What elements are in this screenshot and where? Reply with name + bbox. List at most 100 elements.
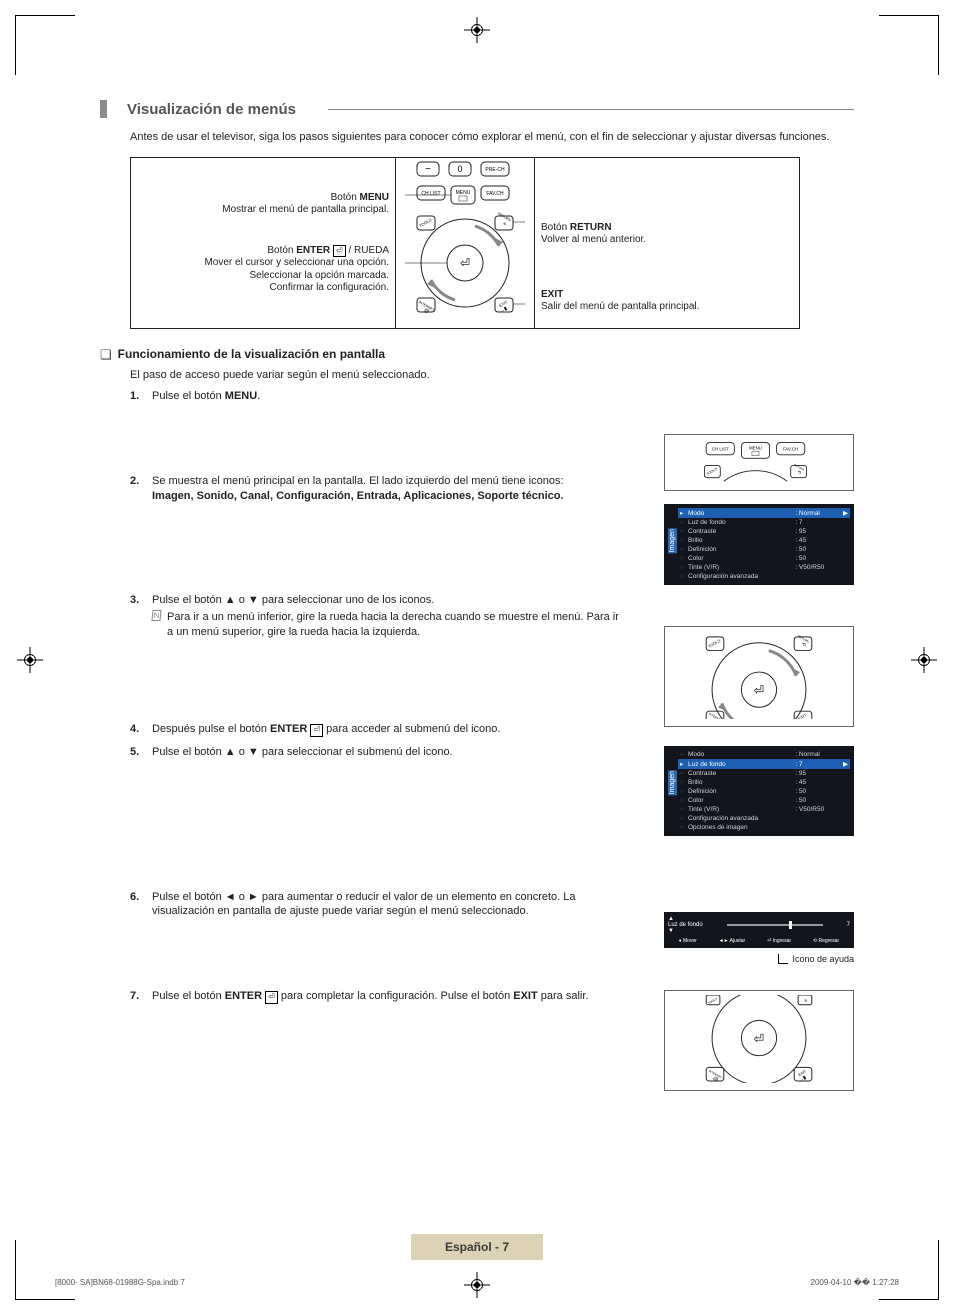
remote-right-callouts: Botón RETURN Volver al menú anterior. EX… <box>535 157 800 329</box>
step-number: 1. <box>130 389 144 404</box>
suffix: / RUEDA <box>348 245 389 256</box>
bold: MENU <box>360 192 389 203</box>
subsection-title: Funcionamiento de la visualización en pa… <box>118 347 385 361</box>
svg-text:⟲: ⟲ <box>502 221 508 227</box>
figure-slider: ▲ Luz de fondo ▼ 7 ♦ Mover ◄► Ajustar ⏎ … <box>664 912 854 964</box>
svg-text:MENU: MENU <box>749 446 762 451</box>
osd-row: ○Modo: Normal <box>678 750 850 759</box>
figure-osd-1: Imagen ▸Modo: Normal▶○Luz de fondo: 7○Co… <box>664 504 854 585</box>
callout-return: Botón RETURN Volver al menú anterior. <box>541 222 793 247</box>
osd-row: ○Definición: 50 <box>678 545 850 554</box>
wheel-svg: ⏎ TOOLS ⟲ INTERNET@ EXIT→▮ <box>669 995 849 1083</box>
slider-help-bar: ♦ Mover ◄► Ajustar ⏎ Ingresar ⟲ Regresar <box>668 938 850 944</box>
callout-menu: Botón MENU Mostrar el menú de pantalla p… <box>137 192 389 217</box>
osd-tab: Imagen <box>668 528 677 553</box>
section-title: Visualización de menús <box>127 101 296 118</box>
step-body: Se muestra el menú principal en la panta… <box>152 474 620 504</box>
step-1: 1. Pulse el botón MENU. <box>130 389 854 404</box>
svg-text:EXIT: EXIT <box>797 712 808 719</box>
remote-svg: − 0 PRE-CH CH LIST MENU FAV.CH ⏎ TOOLS <box>405 158 525 328</box>
svg-text:TOOLS: TOOLS <box>418 217 432 228</box>
step-3: 3. Pulse el botón ▲ o ▼ para seleccionar… <box>130 593 620 640</box>
svg-text:TOOLS: TOOLS <box>707 997 718 1005</box>
osd-row: ○Tinte (V/R): V50/R50 <box>678 805 850 814</box>
step-4: 4. Después pulse el botón ENTER ⏎ para a… <box>130 722 620 737</box>
desc: Salir del menú de pantalla principal. <box>541 301 699 312</box>
osd-row: ○Luz de fondo: 7 <box>678 518 850 527</box>
note-icon: N <box>151 610 161 621</box>
step-body: Pulse el botón MENU. <box>152 389 854 404</box>
svg-text:0: 0 <box>457 164 462 174</box>
step-body: Pulse el botón ▲ o ▼ para seleccionar un… <box>152 593 620 640</box>
angle-icon <box>778 954 788 964</box>
bold: EXIT <box>541 289 563 300</box>
enter-icon: ⏎ <box>265 991 278 1004</box>
desc: Mostrar el menú de pantalla principal. <box>222 204 389 215</box>
osd-row: ○Contraste: 95 <box>678 527 850 536</box>
osd-row: ○Contraste: 95 <box>678 769 850 778</box>
intro-text: Antes de usar el televisor, siga los pas… <box>130 130 854 145</box>
remote-diagram: Botón MENU Mostrar el menú de pantalla p… <box>130 157 854 329</box>
slider-value: 7 <box>847 922 850 928</box>
osd-table: ▸Modo: Normal▶○Luz de fondo: 7○Contraste… <box>678 508 850 581</box>
footer: [8000- SA]BN68-01988G-Spa.indb 7 2009-04… <box>55 1278 899 1287</box>
page: Visualización de menús Antes de usar el … <box>0 0 954 1315</box>
desc: Confirmar la configuración. <box>270 282 390 293</box>
svg-text:TOOLS: TOOLS <box>707 638 721 649</box>
rule <box>328 109 854 110</box>
step-body: Pulse el botón ◄ o ► para aumentar o red… <box>152 890 620 920</box>
step-6: 6. Pulse el botón ◄ o ► para aumentar o … <box>130 890 620 920</box>
label: Botón <box>331 192 357 203</box>
svg-text:⏎: ⏎ <box>754 1031 765 1046</box>
svg-text:FAV.CH: FAV.CH <box>486 191 504 197</box>
label: Botón <box>541 222 567 233</box>
note: N Para ir a un menú inferior, gire la ru… <box>152 610 620 640</box>
remote-graphic: − 0 PRE-CH CH LIST MENU FAV.CH ⏎ TOOLS <box>395 157 535 329</box>
svg-text:⟲: ⟲ <box>803 998 809 1004</box>
osd-row: ○Color: 50 <box>678 796 850 805</box>
osd-tab: Imagen <box>668 770 677 795</box>
bold: ENTER <box>296 245 330 256</box>
figure-osd-2: Imagen ○Modo: Normal▸Luz de fondo: 7▶○Co… <box>664 746 854 836</box>
osd-row: ○Color: 50 <box>678 554 850 563</box>
figure-remote-wheel-1: ⏎ TOOLS ⟲RETURN INTERNET EXIT <box>664 626 854 727</box>
osd-row: ○Configuración avanzada <box>678 572 850 581</box>
step-5: 5. Pulse el botón ▲ o ▼ para seleccionar… <box>130 745 620 760</box>
step-body: Después pulse el botón ENTER ⏎ para acce… <box>152 722 620 737</box>
enter-icon: ⏎ <box>333 245 346 257</box>
desc: Mover el cursor y seleccionar una opción… <box>204 257 389 268</box>
figure-remote-top: CH LIST MENU FAV.CH TOOLS ⟲RETURN <box>664 434 854 491</box>
step-number: 6. <box>130 890 144 920</box>
osd-row: ○Brillo: 45 <box>678 536 850 545</box>
svg-text:CH LIST: CH LIST <box>421 191 440 197</box>
osd-row: ○Configuración avanzada <box>678 814 850 823</box>
osd-row: ▸Luz de fondo: 7▶ <box>678 759 850 769</box>
step-number: 4. <box>130 722 144 737</box>
osd-row: ○Opciones de imagen <box>678 823 850 832</box>
desc: Volver al menú anterior. <box>541 234 646 245</box>
callout-exit: EXIT Salir del menú de pantalla principa… <box>541 289 793 314</box>
page-label: Español - 7 <box>411 1234 543 1260</box>
enter-icon: ⏎ <box>310 724 323 737</box>
arrow-down-icon: ▼ <box>668 928 703 934</box>
osd-row: ○Tinte (V/R): V50/R50 <box>678 563 850 572</box>
subsection-header: ❏ Funcionamiento de la visualización en … <box>100 347 854 363</box>
osd-row: ○Definición: 50 <box>678 787 850 796</box>
slider-thumb <box>789 921 792 929</box>
checkbox-icon: ❏ <box>100 347 112 363</box>
svg-text:INTERNET: INTERNET <box>708 712 723 719</box>
svg-text:FAV.CH: FAV.CH <box>783 446 798 451</box>
svg-text:MENU: MENU <box>456 190 471 196</box>
svg-text:PRE-CH: PRE-CH <box>485 167 505 173</box>
svg-text:CH LIST: CH LIST <box>712 446 729 451</box>
step-number: 5. <box>130 745 144 760</box>
step-body: Pulse el botón ENTER ⏎ para completar la… <box>152 989 650 1004</box>
osd-table: ○Modo: Normal▸Luz de fondo: 7▶○Contraste… <box>678 750 850 832</box>
svg-text:⏎: ⏎ <box>460 256 470 270</box>
osd-row: ▸Modo: Normal▶ <box>678 508 850 518</box>
footer-right: 2009-04-10 �� 1:27:28 <box>811 1278 899 1287</box>
subsection-subtitle: El paso de acceso puede variar según el … <box>130 369 854 381</box>
svg-text:⏎: ⏎ <box>754 683 765 698</box>
svg-text:@: @ <box>423 307 430 315</box>
wheel-svg: ⏎ TOOLS ⟲RETURN INTERNET EXIT <box>669 631 849 719</box>
